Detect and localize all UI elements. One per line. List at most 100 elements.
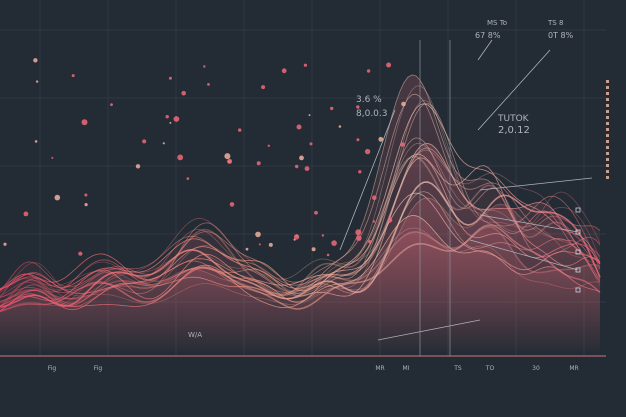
stat-value: 0T 8% [548,31,574,40]
dot [54,194,61,201]
dot [33,58,38,63]
tick-marker [575,267,581,273]
annotation-sub: 8,0.0.3 [356,109,388,119]
wave [0,197,601,307]
right-bar [606,80,609,83]
stat-value: 67 8% [475,31,501,40]
dot [338,125,342,128]
pointer [477,39,493,61]
note: W/A [188,331,202,339]
dot [258,243,261,246]
dot [268,242,273,247]
dot [110,103,113,106]
dot [309,142,313,146]
right-bar [606,164,609,167]
dot [296,124,302,130]
dot [378,136,384,142]
right-bar [606,158,609,161]
dot [321,234,325,237]
dot [314,210,318,215]
dot [311,247,316,252]
dot [238,128,242,132]
dot [293,234,300,240]
x-axis-labels: Fig Fig MR MI TS TO 30 MR [48,365,579,372]
dot [81,119,88,126]
x-axis-label: TS [453,365,462,372]
dot [51,156,54,159]
dot [224,153,231,160]
dot [372,220,376,223]
dot [299,155,304,161]
right-bar [606,92,609,95]
dot [169,121,172,124]
right-bar [606,134,609,137]
x-axis-label: MR [375,365,384,372]
dot [330,106,334,111]
pointer [479,214,579,233]
tick-marker [575,207,581,213]
dot [34,140,38,143]
tick-marker [575,287,581,293]
dot [400,142,405,147]
tick-marker [575,229,581,235]
wave [0,215,601,312]
dot [355,229,362,236]
dot [368,240,372,244]
dot [386,62,392,68]
annotation-title: TUTOK [497,114,530,124]
right-ticks [575,207,581,293]
dot [356,138,360,142]
right-bar [606,128,609,131]
dot [207,83,210,86]
right-bar [606,146,609,149]
dot [387,217,393,223]
pointer [339,109,396,251]
dot [303,63,307,67]
dot [304,166,310,172]
dot [356,235,362,241]
pointer [479,177,593,191]
right-bar [606,152,609,155]
dot [245,247,249,251]
x-axis-label: MR [569,365,578,372]
x-axis-label: Fig [48,365,57,372]
dot [364,148,371,155]
dot [356,105,360,109]
dot [308,114,311,117]
tick-marker [575,249,581,255]
dot [281,68,287,74]
right-bar [606,116,609,119]
dot [165,115,169,119]
dot [372,195,377,200]
wave [0,155,601,308]
dot [78,251,83,256]
dot [358,170,362,174]
dot [256,161,261,166]
dot [295,164,299,169]
dot [203,65,206,68]
wave [0,103,601,292]
right-bar [606,176,609,179]
dot [227,158,233,164]
dot [186,177,190,180]
dot [162,142,165,145]
dot [142,139,147,144]
x-axis-label: MI [403,365,410,372]
pointer [469,239,579,271]
stat-title: MS To [487,19,507,27]
dot [84,203,88,207]
right-bar [606,98,609,101]
dot [168,76,172,80]
dot [366,69,371,73]
x-axis-label: Fig [94,365,103,372]
right-bar [606,140,609,143]
dot [23,211,29,217]
dot [229,202,235,207]
pointer [377,319,481,341]
dot [181,90,186,96]
dot [261,85,266,90]
x-axis-label: TO [485,365,495,372]
dot [84,193,88,197]
dot [135,164,141,169]
